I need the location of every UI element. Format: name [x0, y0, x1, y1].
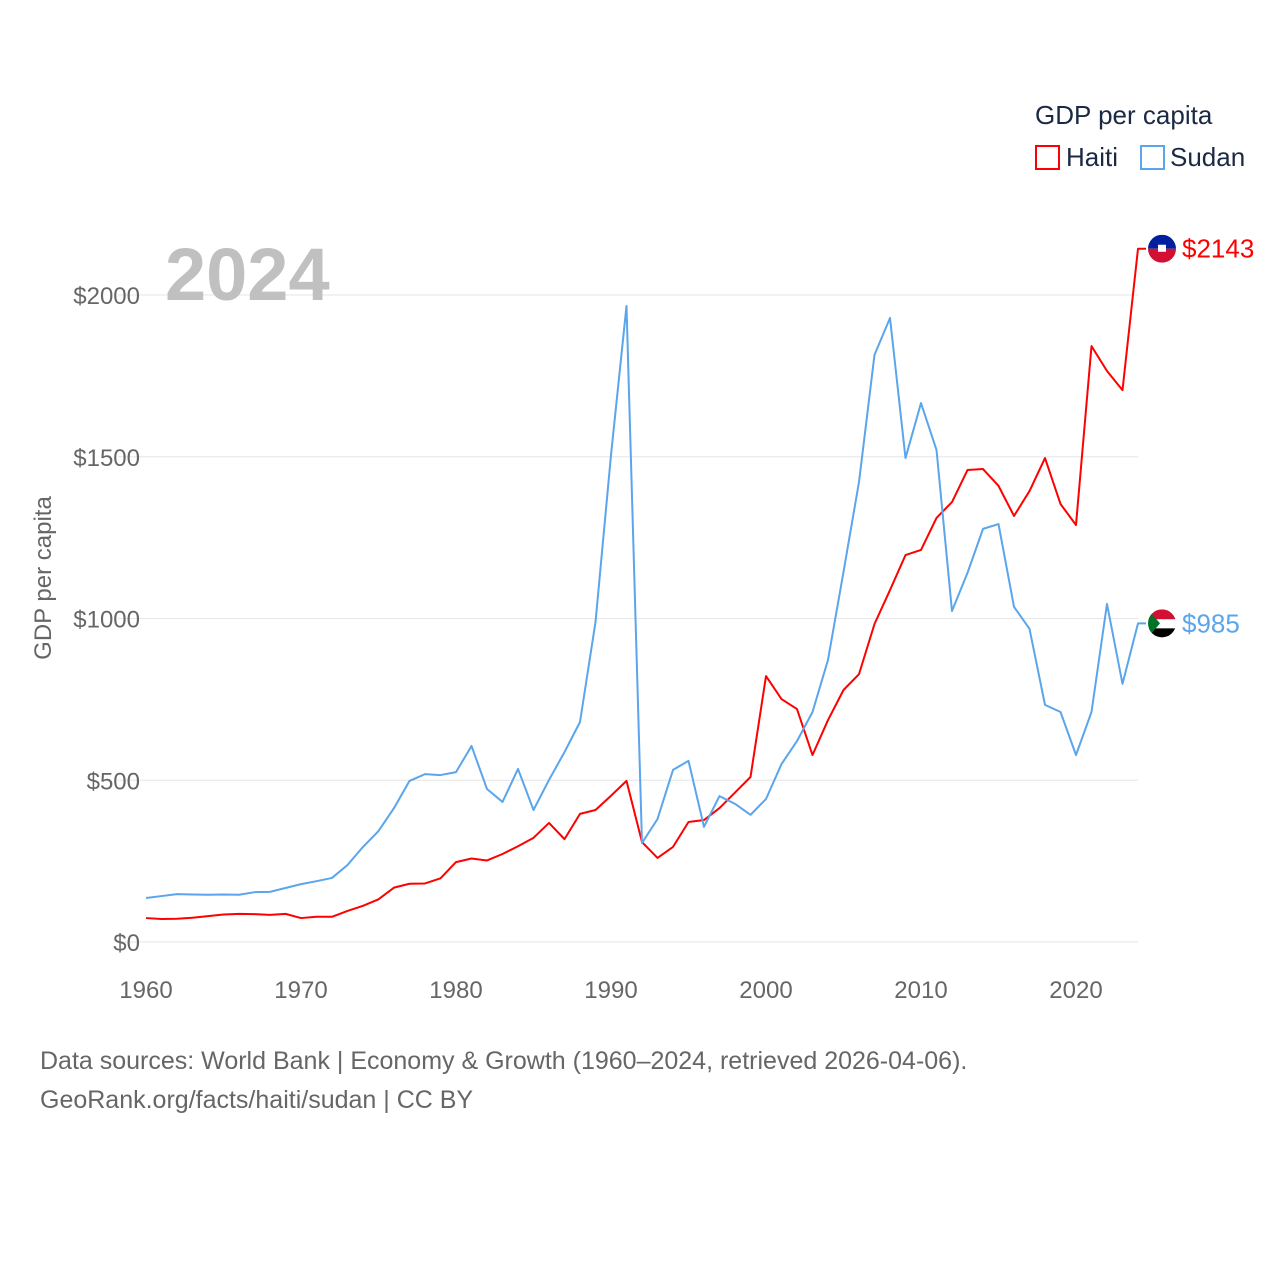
year-label: 2024 — [165, 233, 330, 316]
legend-swatch-haiti[interactable] — [1035, 145, 1060, 170]
legend-label-sudan[interactable]: Sudan — [1170, 142, 1245, 172]
gridlines — [118, 294, 1138, 943]
end-value-label-haiti: $2143 — [1182, 234, 1254, 264]
y-tick-label: $0 — [113, 930, 140, 957]
legend-label-haiti[interactable]: Haiti — [1066, 142, 1118, 172]
y-tick-label: $1000 — [73, 607, 140, 634]
y-tick-label: $2000 — [73, 283, 140, 310]
x-tick-label: 2010 — [894, 977, 947, 1004]
y-axis-label: GDP per capita — [30, 496, 57, 660]
y-tick-label: $500 — [87, 768, 140, 795]
x-tick-label: 1980 — [429, 977, 482, 1004]
legend-title: GDP per capita — [1035, 100, 1213, 130]
x-tick-label: 1970 — [274, 977, 327, 1004]
series-end-labels: $2143 $985 — [1148, 234, 1254, 638]
x-tick-label: 2000 — [739, 977, 792, 1004]
data-source-footer: Data sources: World Bank | Economy & Gro… — [40, 1042, 967, 1120]
y-axis-ticks: $0 $500 $1000 $1500 $2000 — [73, 283, 140, 957]
source-line: Data sources: World Bank | Economy & Gro… — [40, 1047, 968, 1075]
y-tick-label: $1500 — [73, 445, 140, 472]
x-axis-ticks: 1960 1970 1980 1990 2000 2010 2020 — [119, 977, 1102, 1004]
series-line-haiti[interactable] — [145, 247, 1146, 921]
x-tick-label: 1960 — [119, 977, 172, 1004]
end-value-label-sudan: $985 — [1182, 608, 1240, 638]
series-lines — [145, 247, 1146, 921]
x-tick-label: 2020 — [1049, 977, 1102, 1004]
attribution-link[interactable]: GeoRank.org/facts/haiti/sudan | CC BY — [40, 1086, 474, 1114]
series-line-sudan[interactable] — [145, 304, 1146, 899]
flag-icon-sudan — [1148, 609, 1176, 638]
x-tick-label: 1990 — [584, 977, 637, 1004]
legend-swatch-sudan[interactable] — [1140, 145, 1165, 170]
legend: GDP per capita Haiti Sudan — [1035, 100, 1245, 172]
flag-icon-haiti — [1148, 234, 1176, 263]
